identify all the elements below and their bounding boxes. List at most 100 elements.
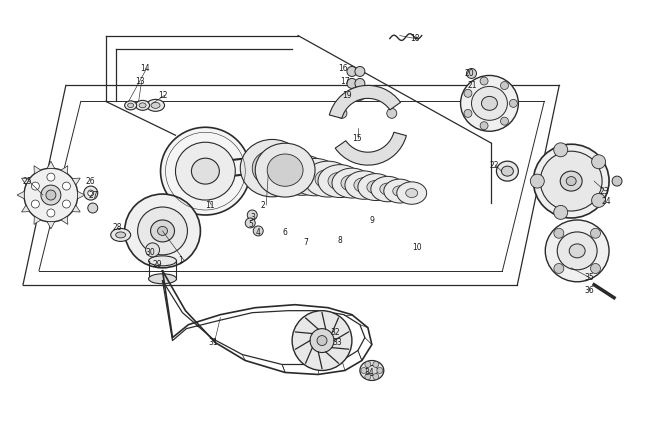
Circle shape (355, 66, 365, 77)
Text: 21: 21 (467, 81, 477, 90)
Wedge shape (330, 85, 400, 118)
Circle shape (377, 368, 383, 374)
Ellipse shape (151, 102, 160, 108)
Ellipse shape (176, 142, 235, 200)
Circle shape (554, 228, 564, 238)
Circle shape (373, 361, 379, 368)
Ellipse shape (304, 161, 352, 197)
Ellipse shape (380, 183, 396, 195)
Text: 17: 17 (340, 77, 350, 86)
Ellipse shape (560, 171, 582, 191)
Ellipse shape (161, 127, 250, 215)
Ellipse shape (540, 151, 602, 211)
Ellipse shape (545, 220, 609, 282)
Circle shape (373, 374, 379, 379)
Ellipse shape (315, 169, 341, 189)
Text: 5: 5 (248, 220, 253, 229)
Ellipse shape (366, 365, 378, 376)
Text: 33: 33 (332, 338, 342, 347)
Circle shape (347, 78, 357, 88)
Text: 14: 14 (140, 64, 150, 73)
Circle shape (47, 209, 55, 217)
Ellipse shape (138, 207, 187, 255)
Text: 31: 31 (209, 338, 218, 347)
Text: 27: 27 (89, 190, 98, 200)
Circle shape (480, 77, 488, 85)
Text: 23: 23 (599, 187, 608, 195)
Text: 11: 11 (205, 201, 215, 209)
Text: 18: 18 (410, 34, 419, 43)
Text: 34: 34 (365, 368, 374, 377)
Ellipse shape (341, 175, 363, 191)
Circle shape (31, 200, 40, 208)
Text: 25: 25 (23, 176, 32, 186)
Text: 6: 6 (282, 228, 287, 237)
Ellipse shape (139, 103, 146, 108)
Circle shape (590, 264, 601, 274)
Ellipse shape (267, 154, 303, 186)
Circle shape (612, 176, 622, 186)
Ellipse shape (354, 178, 374, 192)
Ellipse shape (136, 100, 150, 110)
Circle shape (355, 78, 365, 88)
Ellipse shape (127, 103, 134, 107)
Circle shape (554, 143, 567, 157)
Circle shape (254, 226, 263, 236)
Ellipse shape (125, 194, 200, 268)
Text: 24: 24 (601, 197, 611, 206)
Circle shape (500, 82, 508, 90)
Text: 1: 1 (179, 256, 183, 265)
Ellipse shape (157, 226, 168, 236)
Ellipse shape (332, 168, 372, 198)
Ellipse shape (301, 167, 329, 187)
Circle shape (146, 243, 159, 257)
Circle shape (88, 190, 94, 196)
Ellipse shape (360, 360, 384, 380)
Polygon shape (72, 178, 80, 185)
Circle shape (592, 193, 606, 207)
Ellipse shape (384, 179, 416, 203)
Text: 29: 29 (153, 260, 162, 269)
Text: 35: 35 (584, 273, 594, 282)
Circle shape (554, 264, 564, 274)
Polygon shape (61, 216, 68, 225)
Circle shape (464, 89, 472, 97)
Circle shape (267, 158, 277, 168)
Ellipse shape (192, 158, 219, 184)
Polygon shape (47, 161, 55, 168)
Text: 20: 20 (465, 69, 474, 78)
Ellipse shape (149, 256, 177, 266)
Text: 36: 36 (584, 286, 594, 295)
Text: 4: 4 (255, 228, 260, 237)
Ellipse shape (254, 158, 290, 184)
Ellipse shape (501, 166, 514, 176)
Circle shape (365, 374, 371, 379)
Text: 26: 26 (86, 176, 96, 186)
Ellipse shape (125, 101, 136, 110)
Ellipse shape (557, 232, 597, 270)
Text: 15: 15 (352, 134, 361, 143)
Ellipse shape (406, 189, 418, 198)
Ellipse shape (318, 165, 362, 198)
Circle shape (592, 155, 606, 169)
Ellipse shape (569, 244, 585, 258)
Text: 10: 10 (411, 243, 421, 253)
Ellipse shape (471, 86, 508, 120)
Circle shape (62, 182, 70, 190)
Ellipse shape (272, 161, 304, 185)
Circle shape (317, 335, 327, 346)
Text: 30: 30 (146, 248, 155, 257)
Ellipse shape (151, 220, 174, 242)
Text: 8: 8 (338, 236, 343, 245)
Circle shape (467, 69, 476, 78)
Ellipse shape (275, 155, 329, 195)
Circle shape (347, 91, 357, 100)
Circle shape (480, 122, 488, 130)
Circle shape (387, 108, 396, 118)
Circle shape (590, 228, 601, 238)
Circle shape (337, 108, 347, 118)
Text: 9: 9 (370, 217, 375, 225)
Ellipse shape (240, 140, 304, 197)
Circle shape (245, 218, 255, 228)
Circle shape (84, 186, 98, 200)
